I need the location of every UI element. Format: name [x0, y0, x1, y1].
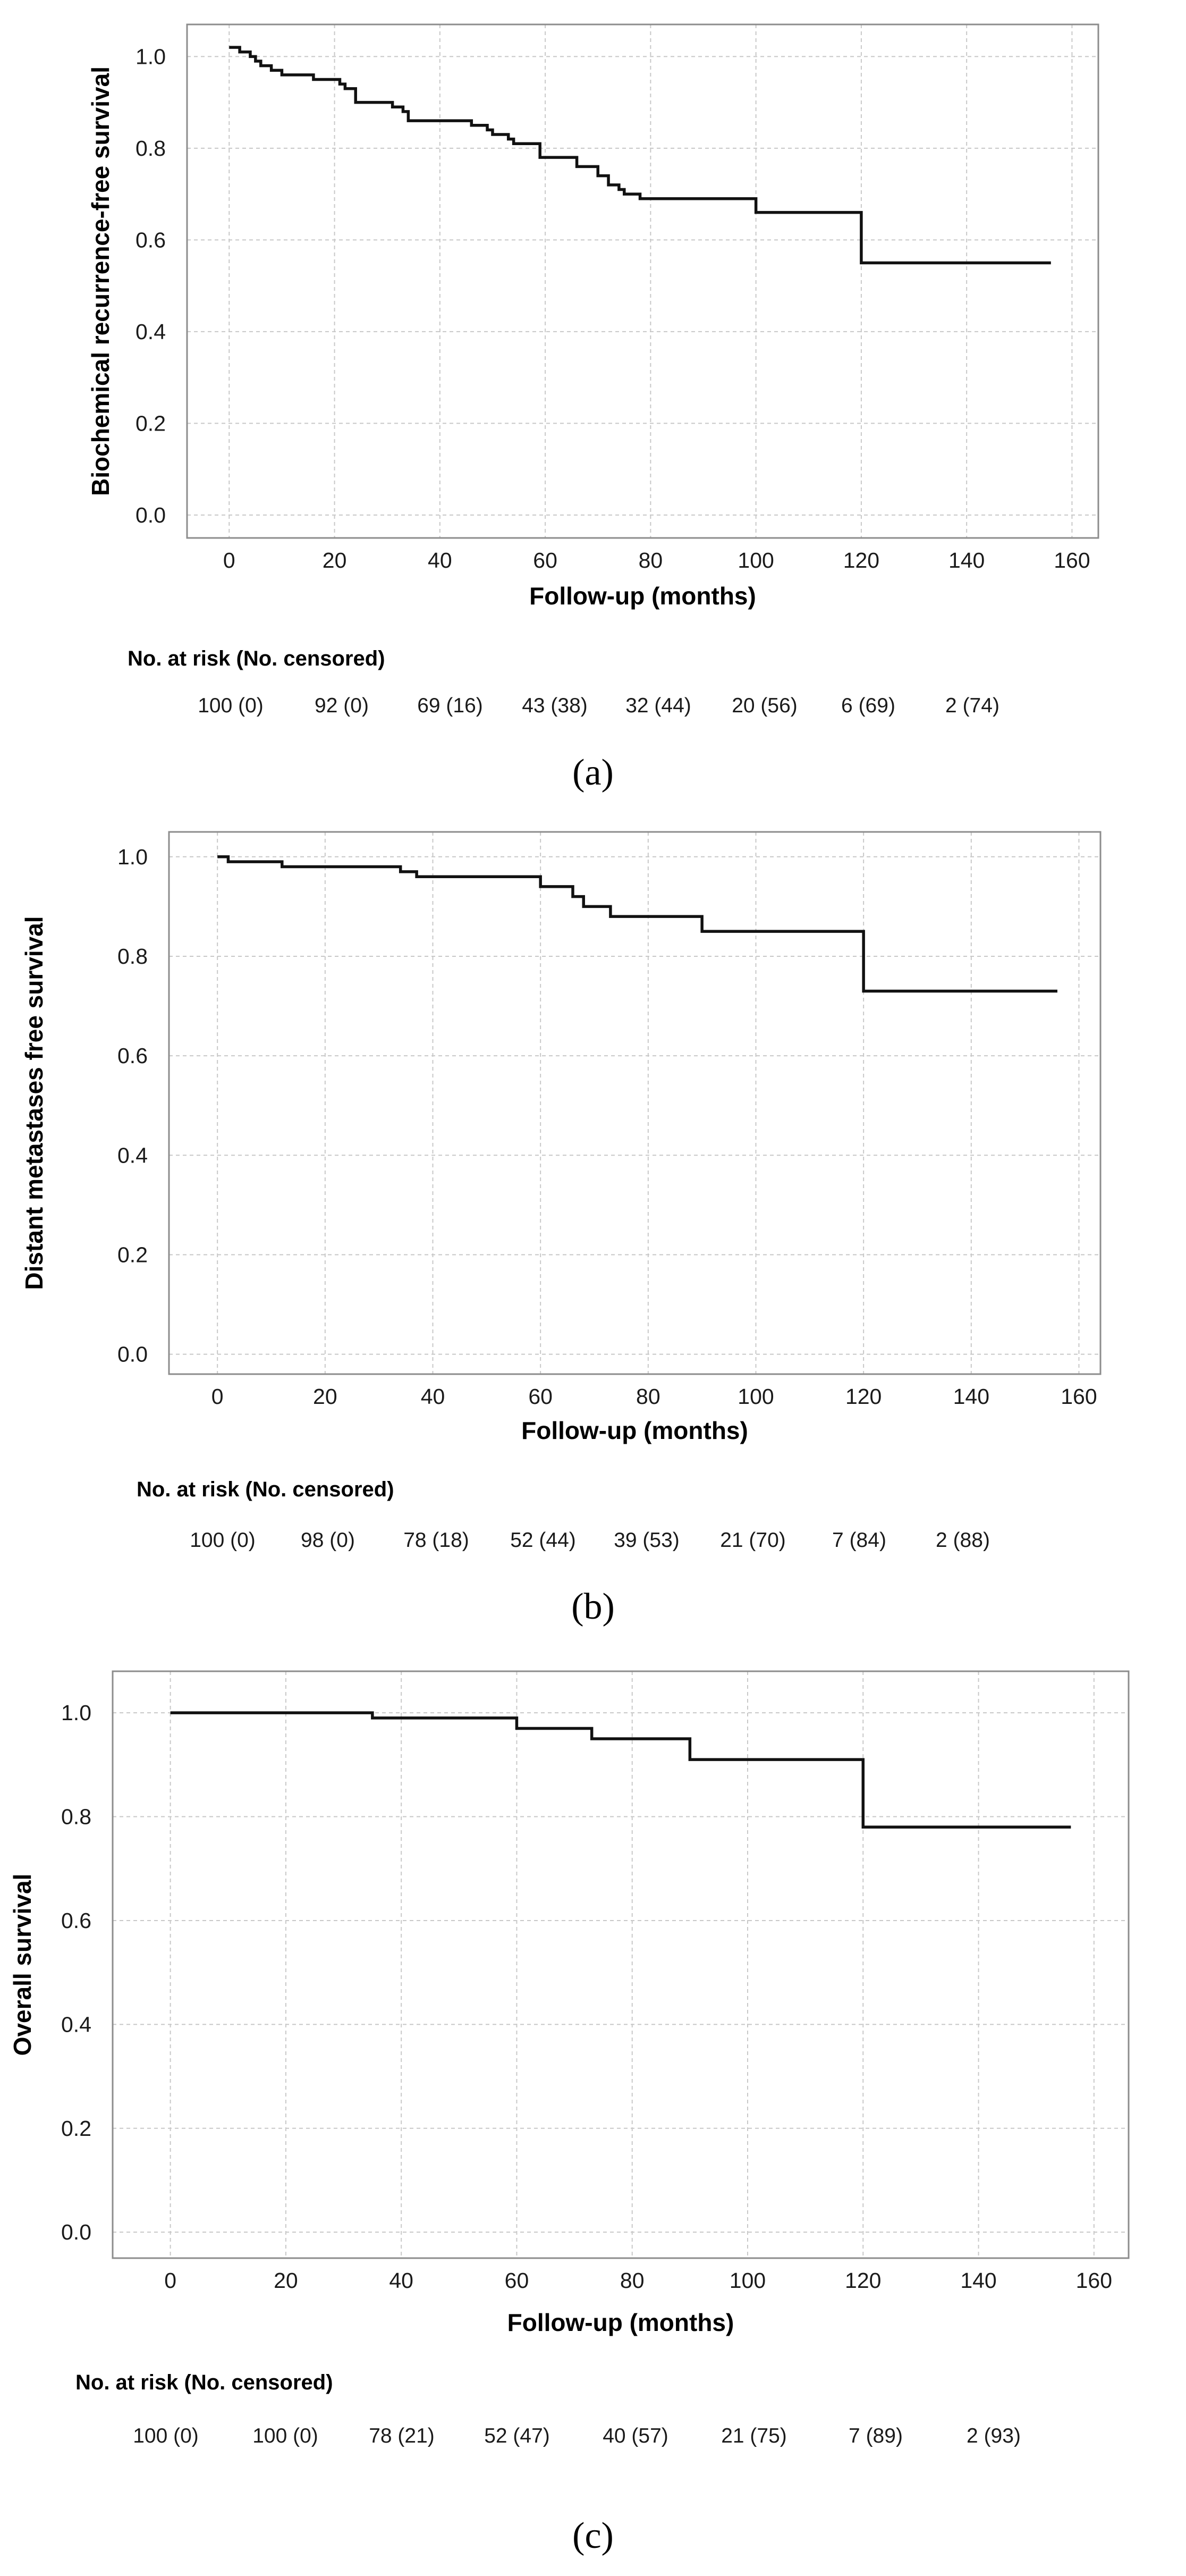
x-tick-label: 0: [211, 1384, 224, 1409]
y-tick-label: 0.4: [135, 319, 166, 344]
risk-table-value: 52 (44): [510, 1529, 576, 1552]
x-axis-title: Follow-up (months): [529, 582, 756, 610]
panel-caption: (b): [571, 1586, 615, 1627]
risk-table-value: 32 (44): [625, 694, 691, 717]
x-tick-label: 120: [845, 1384, 882, 1409]
risk-table-value: 100 (0): [198, 694, 264, 717]
x-tick-label: 80: [636, 1384, 660, 1409]
x-tick-label: 60: [533, 548, 557, 573]
y-axis-title: Distant metastases free survival: [20, 916, 48, 1290]
plot-frame: [186, 23, 1099, 539]
chart-panel-a: 0 20 40 60 80 100 120 140 160 0.0 0.2 0.4 0.6 0.8 1.0 F…: [87, 23, 1099, 793]
risk-table-value: 92 (0): [315, 694, 369, 717]
chart-panel-b: 0 20 40 60 80 100 120 140 160 0.0 0.2 0.4 0.6 0.8 1.0 F…: [20, 831, 1102, 1627]
y-tick-label: 0.8: [135, 136, 166, 161]
risk-table-value: 21 (70): [720, 1529, 786, 1552]
chart-panel-c: 0 20 40 60 80 100 120 140 160 0.0 0.2 0.4 0.6 0.8 1.0 F…: [9, 1670, 1130, 2556]
risk-table-value: 98 (0): [301, 1529, 355, 1552]
y-tick-label: 0.6: [135, 228, 166, 252]
risk-table-value: 78 (21): [369, 2425, 435, 2447]
risk-table-title: No. at risk (No. censored): [128, 647, 385, 670]
x-tick-label: 60: [505, 2268, 529, 2293]
risk-table-value: 21 (75): [721, 2425, 787, 2447]
risk-table-value: 39 (53): [614, 1529, 680, 1552]
x-tick-label: 140: [948, 548, 985, 573]
x-axis-title: Follow-up (months): [521, 1417, 748, 1444]
x-tick-label: 160: [1054, 548, 1090, 573]
x-tick-label: 140: [953, 1384, 989, 1409]
risk-table-value: 43 (38): [522, 694, 588, 717]
panel-caption: (a): [572, 752, 614, 793]
x-tick-label: 0: [223, 548, 235, 573]
risk-table-value: 100 (0): [133, 2425, 199, 2447]
x-tick-label: 120: [843, 548, 879, 573]
y-axis-title: Biochemical recurrence-free survival: [87, 66, 114, 496]
risk-table-value: 2 (74): [945, 694, 999, 717]
y-tick-label: 0.0: [117, 1342, 148, 1367]
x-tick-label: 0: [164, 2268, 176, 2293]
risk-table-value: 6 (69): [841, 694, 895, 717]
y-tick-label: 0.8: [61, 1805, 91, 1829]
plot-frame: [168, 831, 1102, 1375]
survival-curve-line: [217, 855, 1057, 993]
plot-frame: [112, 1670, 1130, 2259]
x-tick-label: 80: [639, 548, 663, 573]
x-tick-label: 20: [313, 1384, 337, 1409]
risk-table-value: 20 (56): [732, 694, 798, 717]
risk-table-value: 69 (16): [417, 694, 483, 717]
y-tick-label: 0.4: [61, 2012, 91, 2036]
risk-table-value: 7 (89): [849, 2425, 903, 2447]
risk-table-value: 7 (84): [832, 1529, 886, 1552]
risk-table-value: 40 (57): [603, 2425, 668, 2447]
y-tick-label: 0.0: [135, 503, 166, 527]
x-tick-label: 40: [389, 2268, 413, 2293]
x-axis-title: Follow-up (months): [507, 2309, 734, 2336]
x-tick-label: 100: [738, 548, 774, 573]
y-tick-label: 0.8: [117, 944, 148, 969]
risk-table-value: 100 (0): [190, 1529, 256, 1552]
panel-caption: (c): [572, 2515, 614, 2556]
risk-table-value: 2 (93): [967, 2425, 1021, 2447]
x-tick-label: 160: [1061, 1384, 1097, 1409]
x-tick-label: 100: [738, 1384, 774, 1409]
x-tick-label: 40: [421, 1384, 445, 1409]
survival-curve-line: [229, 46, 1051, 265]
y-tick-label: 0.2: [117, 1242, 148, 1267]
y-tick-label: 0.6: [61, 1908, 91, 1933]
x-tick-label: 20: [274, 2268, 298, 2293]
y-tick-label: 0.4: [117, 1143, 148, 1167]
x-tick-label: 140: [960, 2268, 996, 2293]
x-tick-label: 60: [528, 1384, 553, 1409]
risk-table-title: No. at risk (No. censored): [75, 2371, 333, 2394]
x-tick-label: 120: [845, 2268, 881, 2293]
risk-table-value: 2 (88): [936, 1529, 990, 1552]
risk-table-value: 78 (18): [403, 1529, 469, 1552]
y-tick-label: 0.0: [61, 2220, 91, 2244]
y-tick-label: 0.2: [61, 2116, 91, 2141]
y-tick-label: 1.0: [117, 845, 148, 869]
risk-table-value: 100 (0): [252, 2425, 318, 2447]
x-tick-label: 20: [323, 548, 347, 573]
survival-curve-line: [170, 1711, 1071, 1829]
y-tick-label: 0.2: [135, 411, 166, 435]
risk-table-value: 52 (47): [484, 2425, 550, 2447]
y-tick-label: 0.6: [117, 1043, 148, 1068]
x-tick-label: 40: [428, 548, 452, 573]
risk-table-title: No. at risk (No. censored): [137, 1478, 394, 1501]
x-tick-label: 100: [730, 2268, 766, 2293]
y-tick-label: 1.0: [61, 1701, 91, 1725]
x-tick-label: 160: [1076, 2268, 1112, 2293]
y-axis-title: Overall survival: [9, 1874, 36, 2056]
y-tick-label: 1.0: [135, 44, 166, 69]
x-tick-label: 80: [620, 2268, 645, 2293]
